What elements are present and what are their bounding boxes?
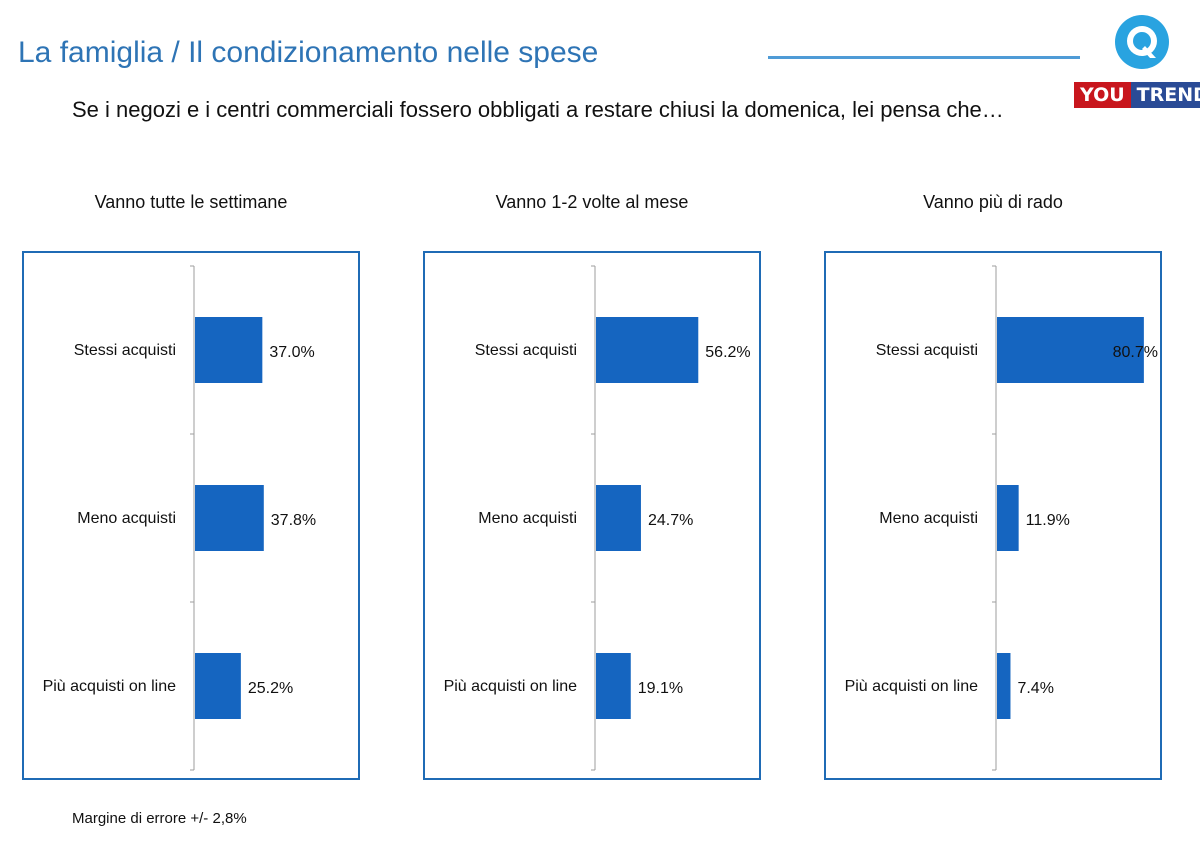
title-underline [768, 56, 1080, 59]
bar [195, 317, 263, 383]
category-label: Stessi acquisti [876, 342, 978, 359]
chart-panel-rarely: Stessi acquisti 80.7% Meno acquisti 11.9% Pi… [824, 251, 1162, 780]
category-label: Più acquisti on line [43, 678, 177, 695]
chart-title-rarely: Vanno più di rado [923, 192, 1063, 212]
bar [596, 485, 641, 551]
chart-title-monthly: Vanno 1-2 volte al mese [495, 192, 689, 212]
margin-of-error-note: Margine di errore +/- 2,8% [72, 810, 247, 827]
chart-title-weekly: Vanno tutte le settimane [94, 192, 288, 212]
value-label: 56.2% [705, 344, 750, 361]
value-label: 11.9% [1026, 512, 1070, 529]
logo-text-you: YOU [1074, 82, 1131, 108]
bar [596, 653, 631, 719]
bar [997, 653, 1011, 719]
value-label: 7.4% [1017, 680, 1053, 697]
category-label: Meno acquisti [879, 510, 978, 527]
page-title: La famiglia / Il condizionamento nelle s… [18, 36, 599, 69]
logo-text-trend: TREND [1130, 82, 1200, 108]
bar-chart-weekly: Stessi acquisti 37.0% Meno acquisti 37.8% Pi… [43, 265, 316, 771]
bar [997, 485, 1019, 551]
category-label: Meno acquisti [77, 510, 176, 527]
value-label: 37.8% [271, 512, 316, 529]
value-label: 19.1% [638, 680, 683, 697]
category-label: Più acquisti on line [845, 678, 979, 695]
logo-q-icon [1115, 15, 1169, 69]
bar [997, 317, 1144, 383]
bar-chart-monthly: Stessi acquisti 56.2% Meno acquisti 24.7% Pi… [444, 265, 751, 771]
bar [195, 485, 264, 551]
category-label: Meno acquisti [478, 510, 577, 527]
survey-question: Se i negozi e i centri commerciali fosse… [72, 97, 1004, 122]
bar [596, 317, 699, 383]
category-label: Più acquisti on line [444, 678, 578, 695]
category-label: Stessi acquisti [475, 342, 577, 359]
value-label: 80.7% [1113, 344, 1158, 361]
value-label: 25.2% [248, 680, 293, 697]
logo-badge: YOU TREND [1074, 82, 1200, 108]
youtrend-logo: YOU TREND [1070, 14, 1200, 110]
chart-panel-monthly: Stessi acquisti 56.2% Meno acquisti 24.7% Pi… [423, 251, 761, 780]
value-label: 37.0% [269, 344, 314, 361]
chart-panel-weekly: Stessi acquisti 37.0% Meno acquisti 37.8% Pi… [22, 251, 360, 780]
bar [195, 653, 241, 719]
bar-chart-rarely: Stessi acquisti 80.7% Meno acquisti 11.9% Pi… [845, 265, 1158, 771]
category-label: Stessi acquisti [74, 342, 176, 359]
value-label: 24.7% [648, 512, 693, 529]
